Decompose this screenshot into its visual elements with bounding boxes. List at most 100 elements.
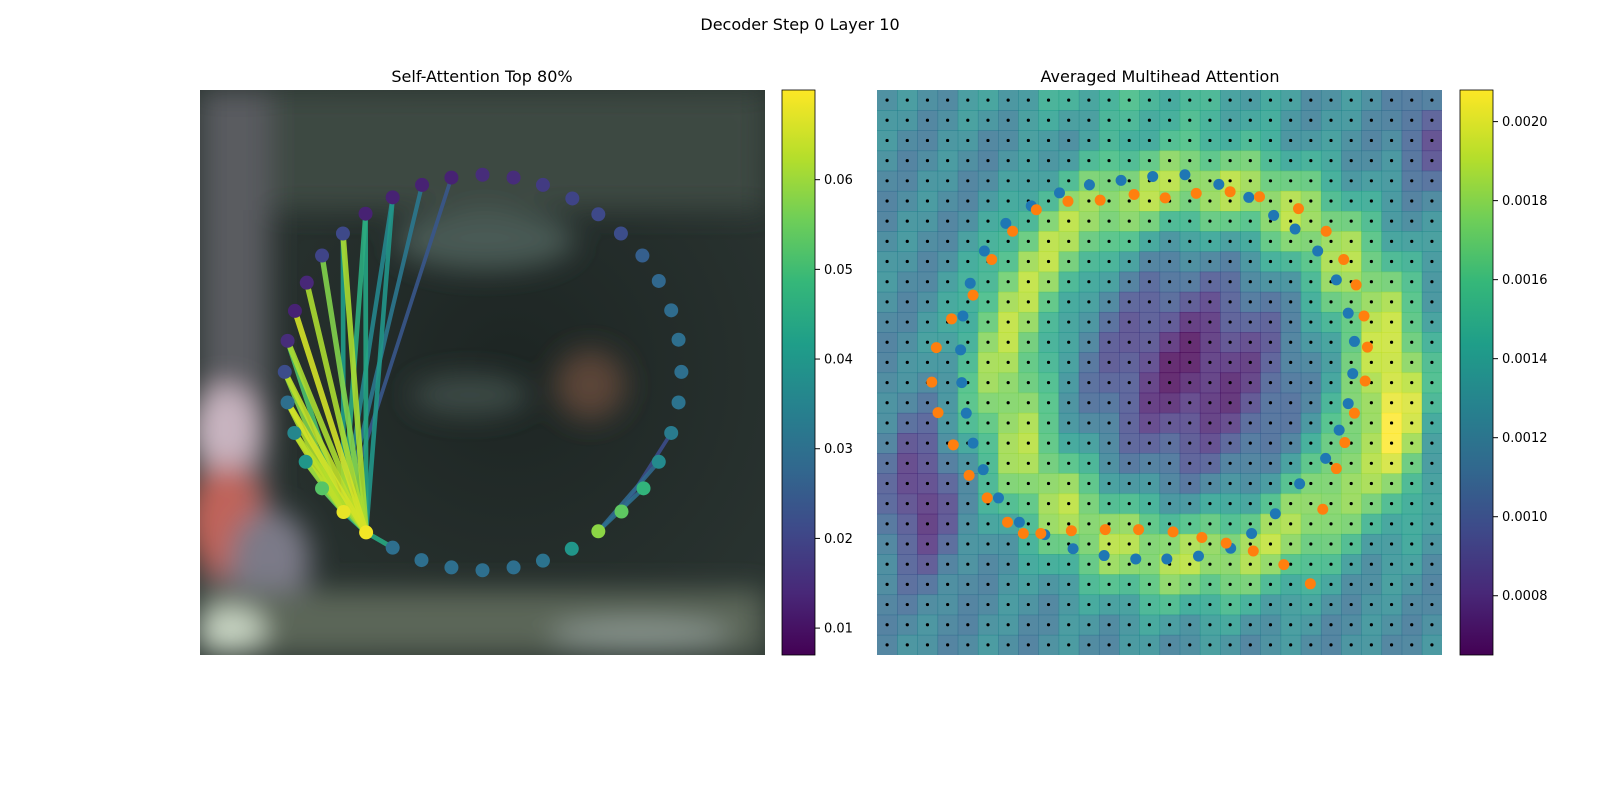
grid-dot [1430, 300, 1434, 304]
grid-dot [1248, 320, 1252, 324]
grid-dot [1289, 300, 1293, 304]
grid-dot [905, 138, 909, 143]
grid-dot [1248, 602, 1252, 607]
grid-dot [1248, 481, 1252, 486]
contour-point [1294, 478, 1306, 490]
grid-dot [1067, 179, 1071, 183]
grid-dot [905, 259, 909, 264]
grid-dot [1188, 602, 1192, 607]
left-colorbar: 0.01 0.02 0.03 0.04 0.05 0.06 [781, 89, 853, 656]
attention-point [444, 560, 459, 575]
grid-dot [1208, 98, 1212, 102]
grid-dot [1309, 542, 1313, 546]
attention-edge [291, 430, 347, 515]
grid-dot [946, 481, 950, 486]
grid-dot [1046, 401, 1051, 405]
grid-dot [1127, 441, 1131, 445]
grid-dot [1127, 280, 1131, 284]
grid-dot [905, 401, 909, 405]
grid-dot [1147, 159, 1152, 163]
right-colorbar-gradient [1459, 89, 1494, 656]
grid-dot [1268, 360, 1273, 365]
contour-point [1358, 310, 1370, 322]
grid-dot [1107, 380, 1111, 385]
grid-dot [1309, 138, 1313, 143]
contour-point [1342, 398, 1354, 410]
grid-dot [1067, 502, 1071, 506]
colorbar-tick-label: 0.0010 [1502, 510, 1548, 525]
grid-dot [1006, 360, 1010, 365]
contour-point [1017, 528, 1029, 540]
grid-dot [946, 280, 950, 284]
grid-dot [1349, 562, 1353, 566]
contour-point [1167, 526, 1179, 538]
grid-dot [1006, 602, 1010, 607]
contour-point [1190, 187, 1202, 199]
contour-point [1359, 375, 1371, 387]
grid-dot [1369, 562, 1373, 566]
grid-dot [1369, 643, 1373, 647]
grid-dot [1268, 138, 1273, 143]
contour-point [1030, 204, 1042, 216]
attention-edge [363, 195, 395, 535]
grid-dot [1369, 441, 1373, 445]
grid-dot [1046, 159, 1051, 163]
grid-dot [1329, 441, 1333, 445]
grid-dot [1369, 98, 1373, 102]
grid-dot [1389, 542, 1394, 546]
contour-point [956, 377, 968, 389]
grid-dot [1067, 320, 1071, 324]
grid-dot [1026, 239, 1030, 243]
grid-dot [905, 179, 909, 183]
grid-dot [1389, 239, 1394, 243]
contour-point [1312, 245, 1324, 257]
grid-dot [1329, 643, 1333, 647]
grid-dot [1087, 461, 1091, 465]
attention-edge [319, 252, 369, 536]
contour-point [1246, 528, 1258, 540]
grid-dot [1410, 623, 1414, 627]
grid-dot [986, 380, 990, 385]
grid-dot [905, 159, 909, 163]
grid-dot [986, 461, 990, 465]
grid-dot [1268, 118, 1273, 122]
attention-point [506, 560, 521, 575]
grid-dot [966, 118, 970, 122]
grid-dot [1006, 280, 1010, 284]
grid-dot [1309, 199, 1313, 203]
grid-dot [1188, 199, 1192, 203]
contour-point [1338, 254, 1350, 265]
grid-dot [905, 239, 909, 243]
colorbar-tick-label: 0.04 [824, 353, 853, 368]
grid-dot [1167, 542, 1172, 546]
grid-dot [1329, 219, 1333, 223]
grid-dot [905, 421, 909, 425]
grid-dot [1107, 562, 1111, 566]
grid-dot [885, 219, 889, 223]
grid-dot [1430, 320, 1434, 324]
contour-point [977, 464, 989, 476]
grid-dot [1389, 602, 1394, 607]
grid-dot [1107, 98, 1111, 102]
grid-dot [1188, 340, 1192, 344]
grid-dot [1167, 461, 1172, 465]
grid-dot [966, 542, 970, 546]
grid-dot [925, 502, 930, 506]
grid-dot [885, 98, 889, 102]
grid-dot [1410, 259, 1414, 264]
grid-dot [1248, 159, 1252, 163]
grid-dot [885, 582, 889, 586]
grid-dot [1188, 300, 1192, 304]
grid-dot [1046, 199, 1051, 203]
grid-dot [905, 461, 909, 465]
grid-dot [885, 199, 889, 203]
grid-dot [885, 259, 889, 264]
grid-dot [986, 340, 990, 344]
attention-point [614, 504, 629, 519]
grid-dot [1188, 239, 1192, 243]
contour-point [1330, 274, 1342, 286]
grid-dot [1208, 159, 1212, 163]
grid-dot [1147, 582, 1152, 586]
grid-dot [1147, 401, 1152, 405]
grid-dot [1289, 259, 1293, 264]
